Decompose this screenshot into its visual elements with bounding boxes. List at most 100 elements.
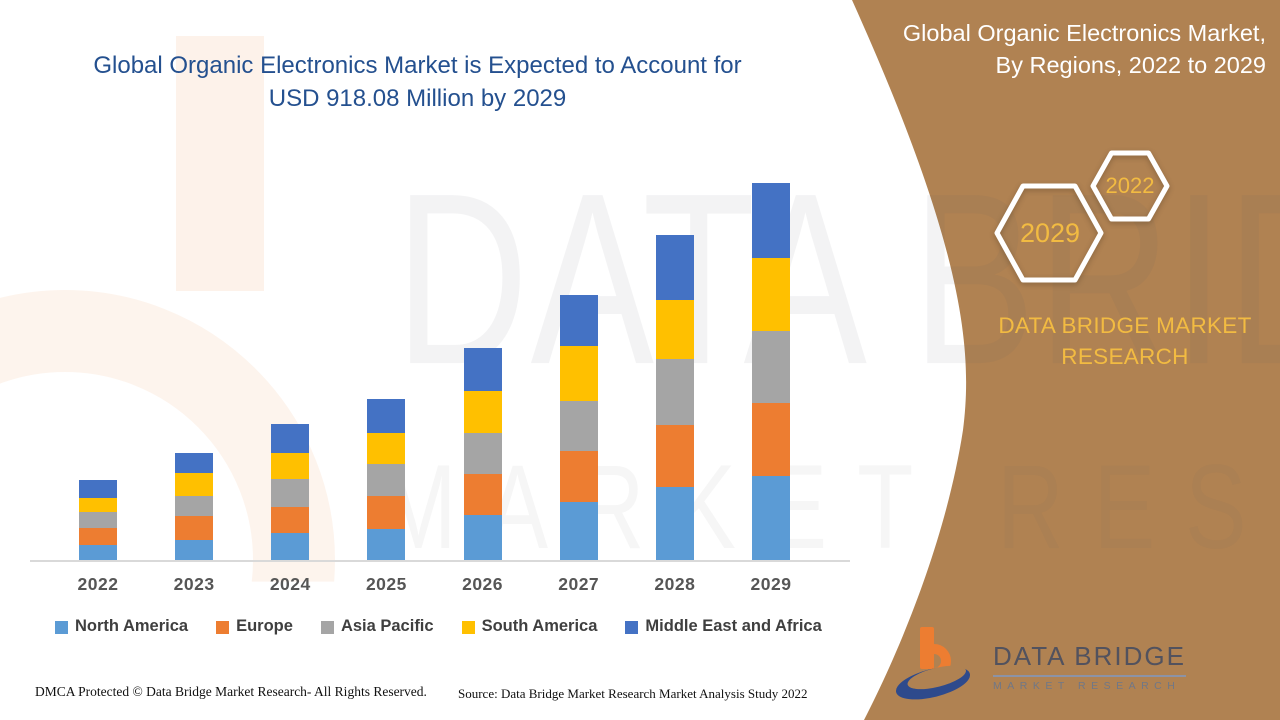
bar-segment-2028-europe — [655, 424, 694, 488]
year-hexagons — [994, 150, 1170, 283]
bar-2024 — [271, 423, 310, 560]
bar-segment-2022-europe — [79, 527, 117, 545]
legend-label-asia-pacific: Asia Pacific — [340, 617, 434, 635]
bar-segment-2023-south-america — [175, 473, 214, 496]
bar-segment-2029-north-america — [751, 476, 790, 560]
source-note: Source: Data Bridge Market Research Mark… — [458, 686, 808, 701]
legend-swatch-north-america — [55, 620, 68, 634]
watermark-text-research: MARKET RESEARCH — [380, 441, 1280, 574]
bar-segment-2027-south-america — [559, 346, 598, 401]
legend-label-north-america: North America — [75, 617, 189, 635]
bar-segment-2028-south-america — [655, 299, 694, 360]
bar-segment-2022-asia-pacific — [79, 511, 117, 528]
bar-segment-2025-asia-pacific — [367, 464, 406, 497]
watermark-logo-bar — [176, 36, 264, 291]
x-axis-label-2026: 2026 — [462, 574, 504, 594]
bar-segment-2025-south-america — [367, 432, 406, 465]
x-axis-label-2024: 2024 — [269, 574, 311, 594]
bar-segment-2026-north-america — [463, 514, 502, 560]
x-axis-label-2027: 2027 — [558, 574, 600, 594]
legend-swatch-asia-pacific — [320, 620, 334, 634]
bar-segment-2023-asia-pacific — [175, 495, 214, 516]
bar-segment-2026-south-america — [463, 390, 502, 434]
x-axis-label-2029: 2029 — [750, 574, 792, 594]
bar-segment-2025-north-america — [367, 528, 406, 560]
bar-segment-2025-europe — [367, 496, 406, 529]
hexagon-label-2022: 2022 — [1105, 173, 1155, 198]
data-bridge-logo-text: DATA BRIDGE MARKET RESEARCH — [993, 641, 1186, 692]
bar-segment-2029-middle-east-and-africa — [751, 183, 790, 258]
bar-segment-2026-asia-pacific — [463, 433, 502, 475]
bar-segment-2029-asia-pacific — [751, 331, 790, 403]
legend-item-south-america: South America — [461, 617, 598, 636]
legend-item-middle-east-and-africa: Middle East and Africa — [625, 617, 822, 636]
bar-segment-2024-south-america — [271, 453, 310, 480]
bar-segment-2027-asia-pacific — [559, 400, 598, 452]
bar-2023 — [175, 453, 214, 560]
legend-item-north-america: North America — [55, 617, 188, 636]
bar-segment-2029-south-america — [751, 257, 790, 332]
bar-2027 — [559, 294, 598, 560]
bar-segment-2027-north-america — [559, 501, 598, 560]
bar-segment-2027-europe — [559, 451, 598, 502]
x-axis-labels: 2022 2023 2024 2025 2026 2027 2028 2029 — [50, 574, 819, 595]
x-axis-line — [30, 560, 850, 562]
hexagon-2022 — [1090, 150, 1170, 222]
chart-headline: Global Organic Electronics Market is Exp… — [0, 49, 835, 115]
bar-2028 — [655, 235, 694, 560]
logo-subtitle: MARKET RESEARCH — [993, 680, 1181, 692]
chart-legend: North America Europe Asia Pacific South Ame… — [55, 617, 822, 636]
side-panel-title-line2: By Regions, 2022 to 2029 — [995, 52, 1266, 78]
side-panel-title: Global Organic Electronics Market, By Re… — [876, 17, 1266, 81]
bar-segment-2023-middle-east-and-africa — [175, 453, 214, 474]
bar-segment-2026-europe — [463, 474, 502, 515]
legend-label-middle-east-and-africa: Middle East and Africa — [645, 617, 822, 635]
legend-item-asia-pacific: Asia Pacific — [320, 617, 434, 636]
bar-segment-2028-asia-pacific — [655, 359, 694, 425]
brand-name-line2: RESEARCH — [1061, 344, 1189, 369]
hexagon-2029 — [994, 183, 1104, 283]
legend-label-south-america: South America — [481, 617, 598, 635]
bar-2022 — [79, 480, 117, 560]
bar-segment-2026-middle-east-and-africa — [463, 348, 502, 391]
legend-label-europe: Europe — [236, 617, 293, 635]
x-axis-label-2025: 2025 — [365, 574, 407, 594]
bar-segment-2025-middle-east-and-africa — [367, 398, 406, 433]
watermark-text-brand: DATA BRIDGE — [395, 143, 1280, 416]
side-panel-title-line1: Global Organic Electronics Market, — [902, 20, 1266, 46]
legend-swatch-europe — [216, 620, 230, 634]
bar-segment-2022-north-america — [79, 544, 117, 560]
dmca-notice: DMCA Protected © Data Bridge Market Rese… — [35, 684, 427, 699]
legend-swatch-south-america — [461, 620, 475, 634]
bar-2026 — [463, 348, 502, 560]
bar-segment-2023-north-america — [175, 539, 214, 560]
x-axis-label-2023: 2023 — [173, 574, 215, 594]
bar-segment-2024-north-america — [271, 532, 310, 560]
bar-segment-2024-middle-east-and-africa — [271, 423, 310, 454]
brand-name-line1: DATA BRIDGE MARKET — [998, 313, 1252, 338]
bar-segment-2024-europe — [271, 506, 310, 533]
bar-segment-2027-middle-east-and-africa — [559, 294, 598, 347]
data-bridge-logo-icon — [895, 627, 971, 700]
bar-segment-2029-europe — [751, 402, 790, 477]
bar-chart-plot — [79, 160, 790, 560]
x-axis-label-2022: 2022 — [77, 574, 119, 594]
x-axis-label-2028: 2028 — [654, 574, 696, 594]
hexagon-label-2029: 2029 — [1019, 218, 1081, 248]
bar-segment-2023-europe — [175, 515, 214, 540]
legend-swatch-middle-east-and-africa — [625, 620, 639, 634]
chart-headline-line2: USD 918.08 Million by 2029 — [268, 85, 567, 112]
bar-2025 — [367, 398, 406, 560]
bar-segment-2028-north-america — [655, 487, 694, 560]
chart-headline-line1: Global Organic Electronics Market is Exp… — [93, 52, 742, 79]
brand-name: DATA BRIDGE MARKET RESEARCH — [960, 310, 1280, 372]
bar-segment-2022-south-america — [79, 497, 117, 512]
bar-2029 — [751, 183, 790, 560]
logo-title: DATA BRIDGE — [993, 641, 1186, 677]
bar-segment-2024-asia-pacific — [271, 479, 310, 507]
legend-item-europe: Europe — [216, 617, 293, 636]
bar-segment-2022-middle-east-and-africa — [79, 480, 117, 498]
bar-segment-2028-middle-east-and-africa — [655, 235, 694, 300]
